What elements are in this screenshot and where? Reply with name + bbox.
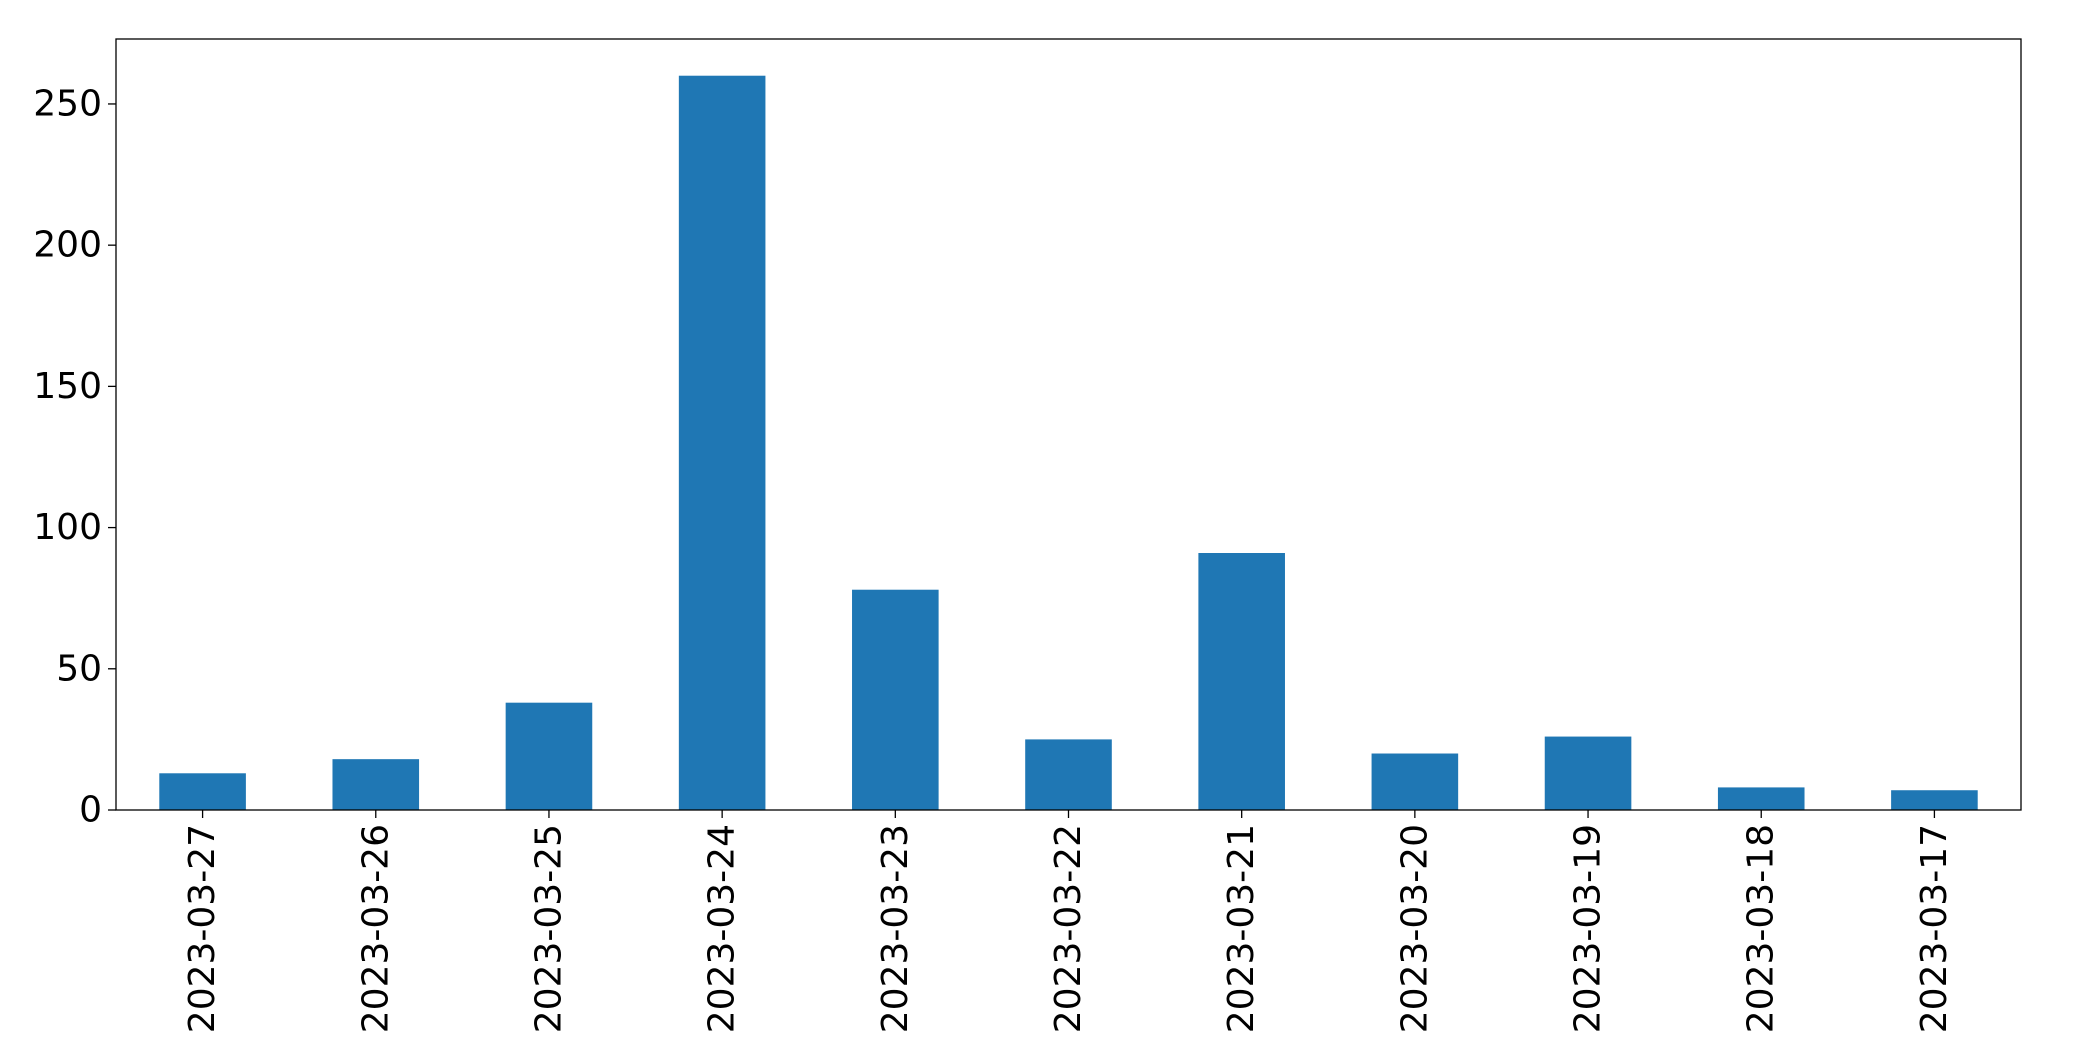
y-tick-label: 50 xyxy=(56,648,102,689)
x-tick-label: 2023-03-22 xyxy=(1048,824,1089,1033)
x-tick-label: 2023-03-19 xyxy=(1568,824,1609,1033)
x-tick-label: 2023-03-17 xyxy=(1914,824,1955,1033)
bar-2023-03-17 xyxy=(1891,790,1978,810)
x-tick-label: 2023-03-24 xyxy=(702,824,743,1033)
y-tick-label: 0 xyxy=(79,790,102,831)
x-axis-ticks: 2023-03-27 2023-03-26 2023-03-25 2023-03-24… xyxy=(182,810,1955,1033)
bar-2023-03-22 xyxy=(1025,739,1112,810)
x-tick-label: 2023-03-21 xyxy=(1221,824,1262,1033)
bar-2023-03-18 xyxy=(1717,787,1805,810)
y-tick-label: 200 xyxy=(33,225,102,266)
bars-layer xyxy=(159,75,1978,810)
bar-2023-03-20 xyxy=(1371,753,1459,810)
y-tick-label: 250 xyxy=(33,83,102,124)
bar-2023-03-26 xyxy=(332,759,420,810)
plot-frame xyxy=(115,38,2022,811)
y-tick-label: 150 xyxy=(33,366,102,407)
y-tick-label: 100 xyxy=(33,507,102,548)
bar-2023-03-23 xyxy=(852,589,939,810)
x-tick-label: 2023-03-25 xyxy=(528,824,569,1033)
x-tick-label: 2023-03-27 xyxy=(182,824,223,1033)
x-tick-label: 2023-03-20 xyxy=(1394,824,1435,1033)
bar-2023-03-24 xyxy=(678,75,766,810)
y-axis-ticks: 0 50 100 150 200 250 xyxy=(33,83,116,831)
x-tick-label: 2023-03-18 xyxy=(1741,824,1782,1033)
bar-2023-03-21 xyxy=(1198,553,1285,810)
bar-2023-03-25 xyxy=(505,702,593,810)
x-tick-label: 2023-03-26 xyxy=(355,824,396,1033)
bar-2023-03-27 xyxy=(159,773,246,810)
x-tick-label: 2023-03-23 xyxy=(875,824,916,1033)
bar-2023-03-19 xyxy=(1544,736,1632,810)
